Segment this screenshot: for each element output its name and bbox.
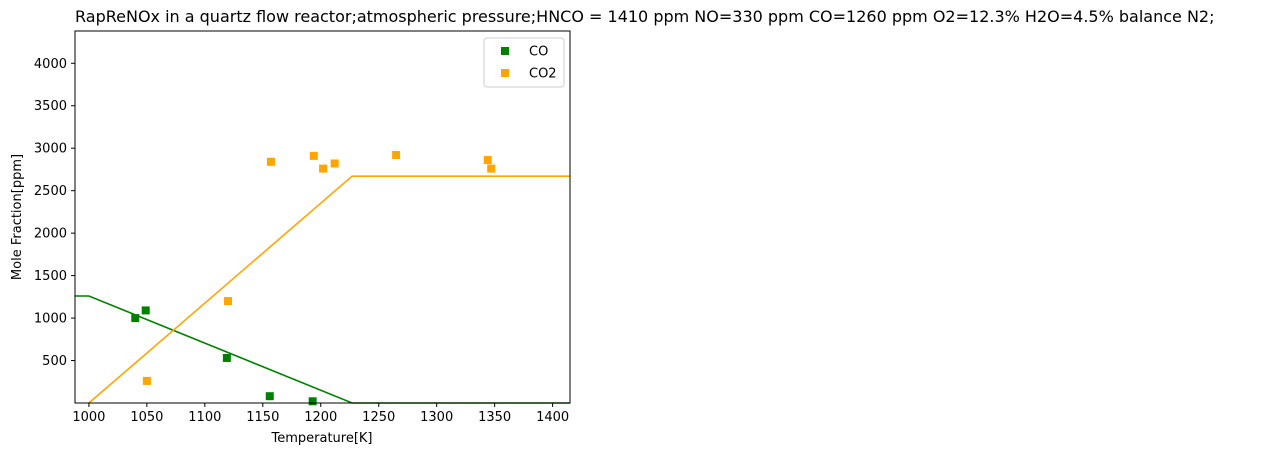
plot-frame <box>74 30 571 404</box>
point-co2 <box>309 151 318 160</box>
point-co <box>308 397 317 406</box>
x-tick-label: 1150 <box>246 410 279 425</box>
x-axis-label: Temperature[K] <box>270 431 372 446</box>
point-co2 <box>483 156 492 165</box>
point-co <box>141 306 150 315</box>
chart-title: RapReNOx in a quartz flow reactor;atmosp… <box>75 7 1215 26</box>
y-tick-label: 2500 <box>34 184 67 199</box>
legend-marker-co2 <box>501 69 509 77</box>
y-tick-label: 1500 <box>34 269 67 284</box>
x-tick-label: 1000 <box>72 410 105 425</box>
point-co2 <box>142 376 151 385</box>
y-axis-label: Mole Fraction[ppm] <box>10 154 25 280</box>
x-tick-label: 1300 <box>420 410 453 425</box>
y-tick-label: 1000 <box>34 312 67 327</box>
x-tick-label: 1050 <box>130 410 163 425</box>
point-co2 <box>224 297 233 306</box>
x-tick-label: 1250 <box>362 410 395 425</box>
point-co2 <box>330 159 339 168</box>
point-co <box>222 353 231 362</box>
y-axis: 500 1000 1500 2000 2500 3000 3500 4000 <box>34 57 75 369</box>
line-co2 <box>88 175 570 404</box>
point-co <box>265 392 274 401</box>
point-co2 <box>487 164 496 173</box>
point-co2 <box>392 151 401 159</box>
y-tick-label: 4000 <box>34 57 67 72</box>
x-tick-label: 1200 <box>304 410 337 425</box>
legend-label-co: CO <box>529 45 548 60</box>
legend-marker-co <box>501 47 509 55</box>
point-co <box>131 314 140 323</box>
y-tick-label: 2000 <box>34 227 67 242</box>
y-tick-label: 3000 <box>34 142 67 157</box>
point-co2 <box>319 164 328 173</box>
x-tick-label: 1350 <box>478 410 511 425</box>
legend-label-co2: CO2 <box>529 67 557 82</box>
y-tick-label: 500 <box>42 354 67 369</box>
x-tick-label: 1400 <box>536 410 569 425</box>
x-tick-label: 1100 <box>188 410 221 425</box>
plot-points <box>131 151 496 406</box>
x-axis: 1000 1050 1100 1150 1200 1250 1300 1350 1400 <box>72 403 569 425</box>
plot-area <box>75 31 570 403</box>
point-co2 <box>266 157 275 166</box>
legend: CO CO2 <box>483 37 565 88</box>
y-tick-label: 3500 <box>34 99 67 114</box>
